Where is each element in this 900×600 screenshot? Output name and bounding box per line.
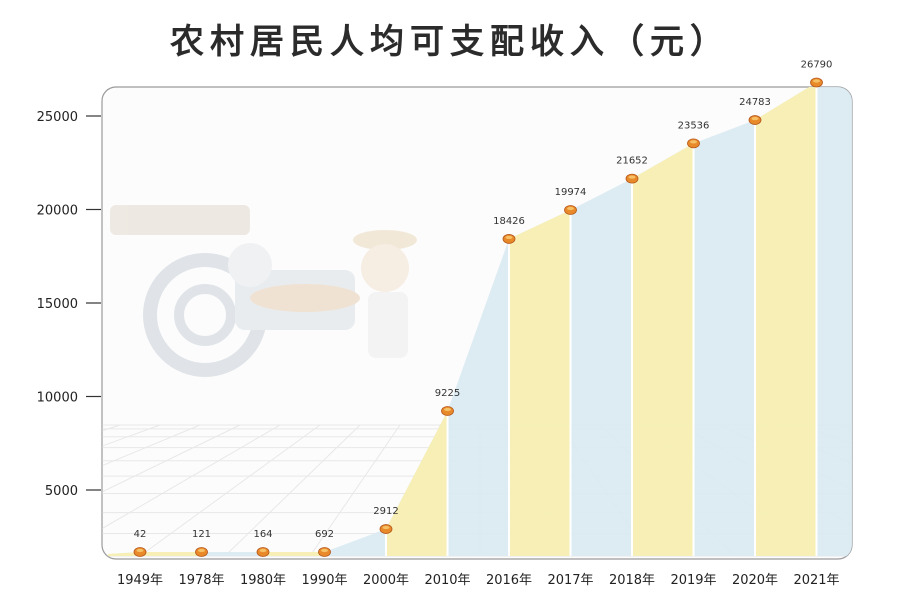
y-tick-label: 25000	[37, 110, 78, 125]
bar-segment	[108, 552, 202, 556]
y-tick-label: 15000	[37, 297, 78, 312]
data-value-label: 692	[315, 529, 334, 540]
data-value-label: 18426	[493, 216, 525, 227]
data-point-marker	[318, 547, 331, 557]
x-tick-label: 2019年	[670, 573, 716, 588]
data-point-marker	[256, 547, 270, 557]
data-value-label: 26790	[801, 60, 833, 71]
chart-title: 农村居民人均可支配收入（元）	[170, 22, 730, 62]
y-tick-label: 20000	[37, 204, 78, 219]
data-value-label: 164	[253, 529, 272, 540]
x-tick-label: 2010年	[424, 573, 470, 588]
data-value-label: 23536	[678, 120, 710, 131]
data-point-marker	[810, 77, 823, 88]
data-value-label: 24783	[739, 97, 771, 108]
data-value-label: 9225	[435, 388, 460, 399]
data-point-marker	[195, 547, 208, 557]
bar-segment	[509, 209, 571, 556]
x-tick-label: 2017年	[547, 573, 593, 588]
data-value-label: 21652	[616, 156, 648, 167]
bar-segment	[632, 143, 694, 556]
data-value-label: 121	[192, 529, 211, 540]
x-tick-label: 2016年	[486, 573, 532, 588]
x-tick-label: 2018年	[609, 573, 655, 588]
data-point-marker	[564, 205, 577, 215]
x-tick-label: 2000年	[363, 573, 409, 588]
data-point-marker	[748, 115, 762, 125]
bar-segment	[386, 410, 448, 556]
data-point-marker	[502, 234, 516, 244]
bar-segment	[263, 552, 325, 556]
x-tick-label: 1990年	[301, 573, 347, 588]
x-tick-label: 2020年	[732, 573, 778, 588]
data-point-marker	[687, 138, 700, 149]
data-value-label: 42	[134, 529, 147, 540]
y-tick-label: 10000	[37, 391, 78, 406]
x-tick-label: 1978年	[178, 573, 224, 588]
bar-segment	[755, 87, 817, 556]
data-value-label: 19974	[555, 187, 587, 198]
data-value-label: 2912	[373, 506, 398, 517]
x-tick-label: 1949年	[117, 573, 163, 588]
data-point-marker	[133, 547, 147, 557]
data-point-marker	[441, 406, 454, 416]
x-tick-label: 2021年	[793, 573, 839, 588]
rural-farmer-illustration-icon	[110, 205, 417, 377]
data-point-marker	[379, 524, 393, 534]
x-tick-label: 1980年	[240, 573, 286, 588]
y-tick-label: 5000	[45, 484, 78, 499]
data-point-marker	[625, 173, 639, 184]
